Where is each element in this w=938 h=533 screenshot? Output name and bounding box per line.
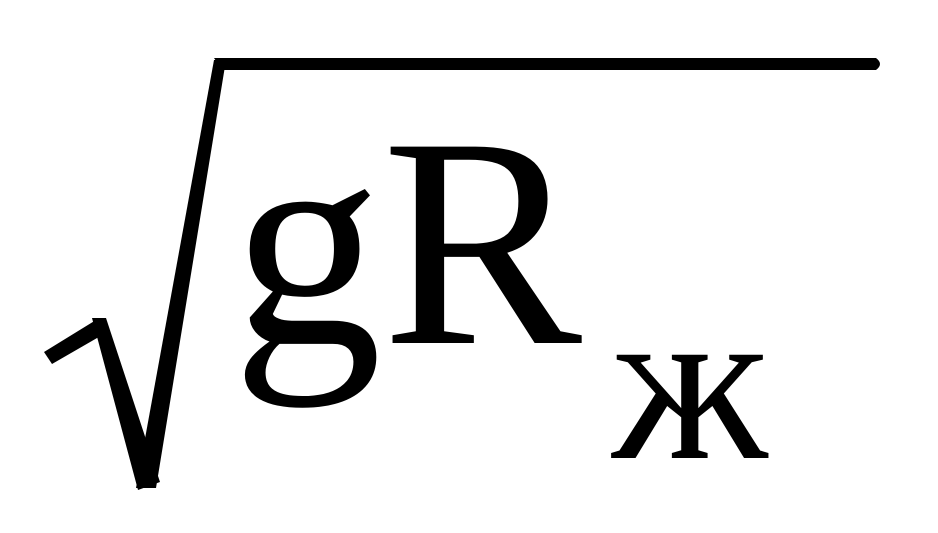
subscript-zh: ж (612, 257, 768, 507)
radical-hook (44, 320, 104, 364)
radicand-gR: gR (232, 76, 583, 408)
radical-descender (92, 318, 160, 490)
radical-vinculum (214, 58, 880, 70)
radical-ascender (136, 60, 226, 488)
